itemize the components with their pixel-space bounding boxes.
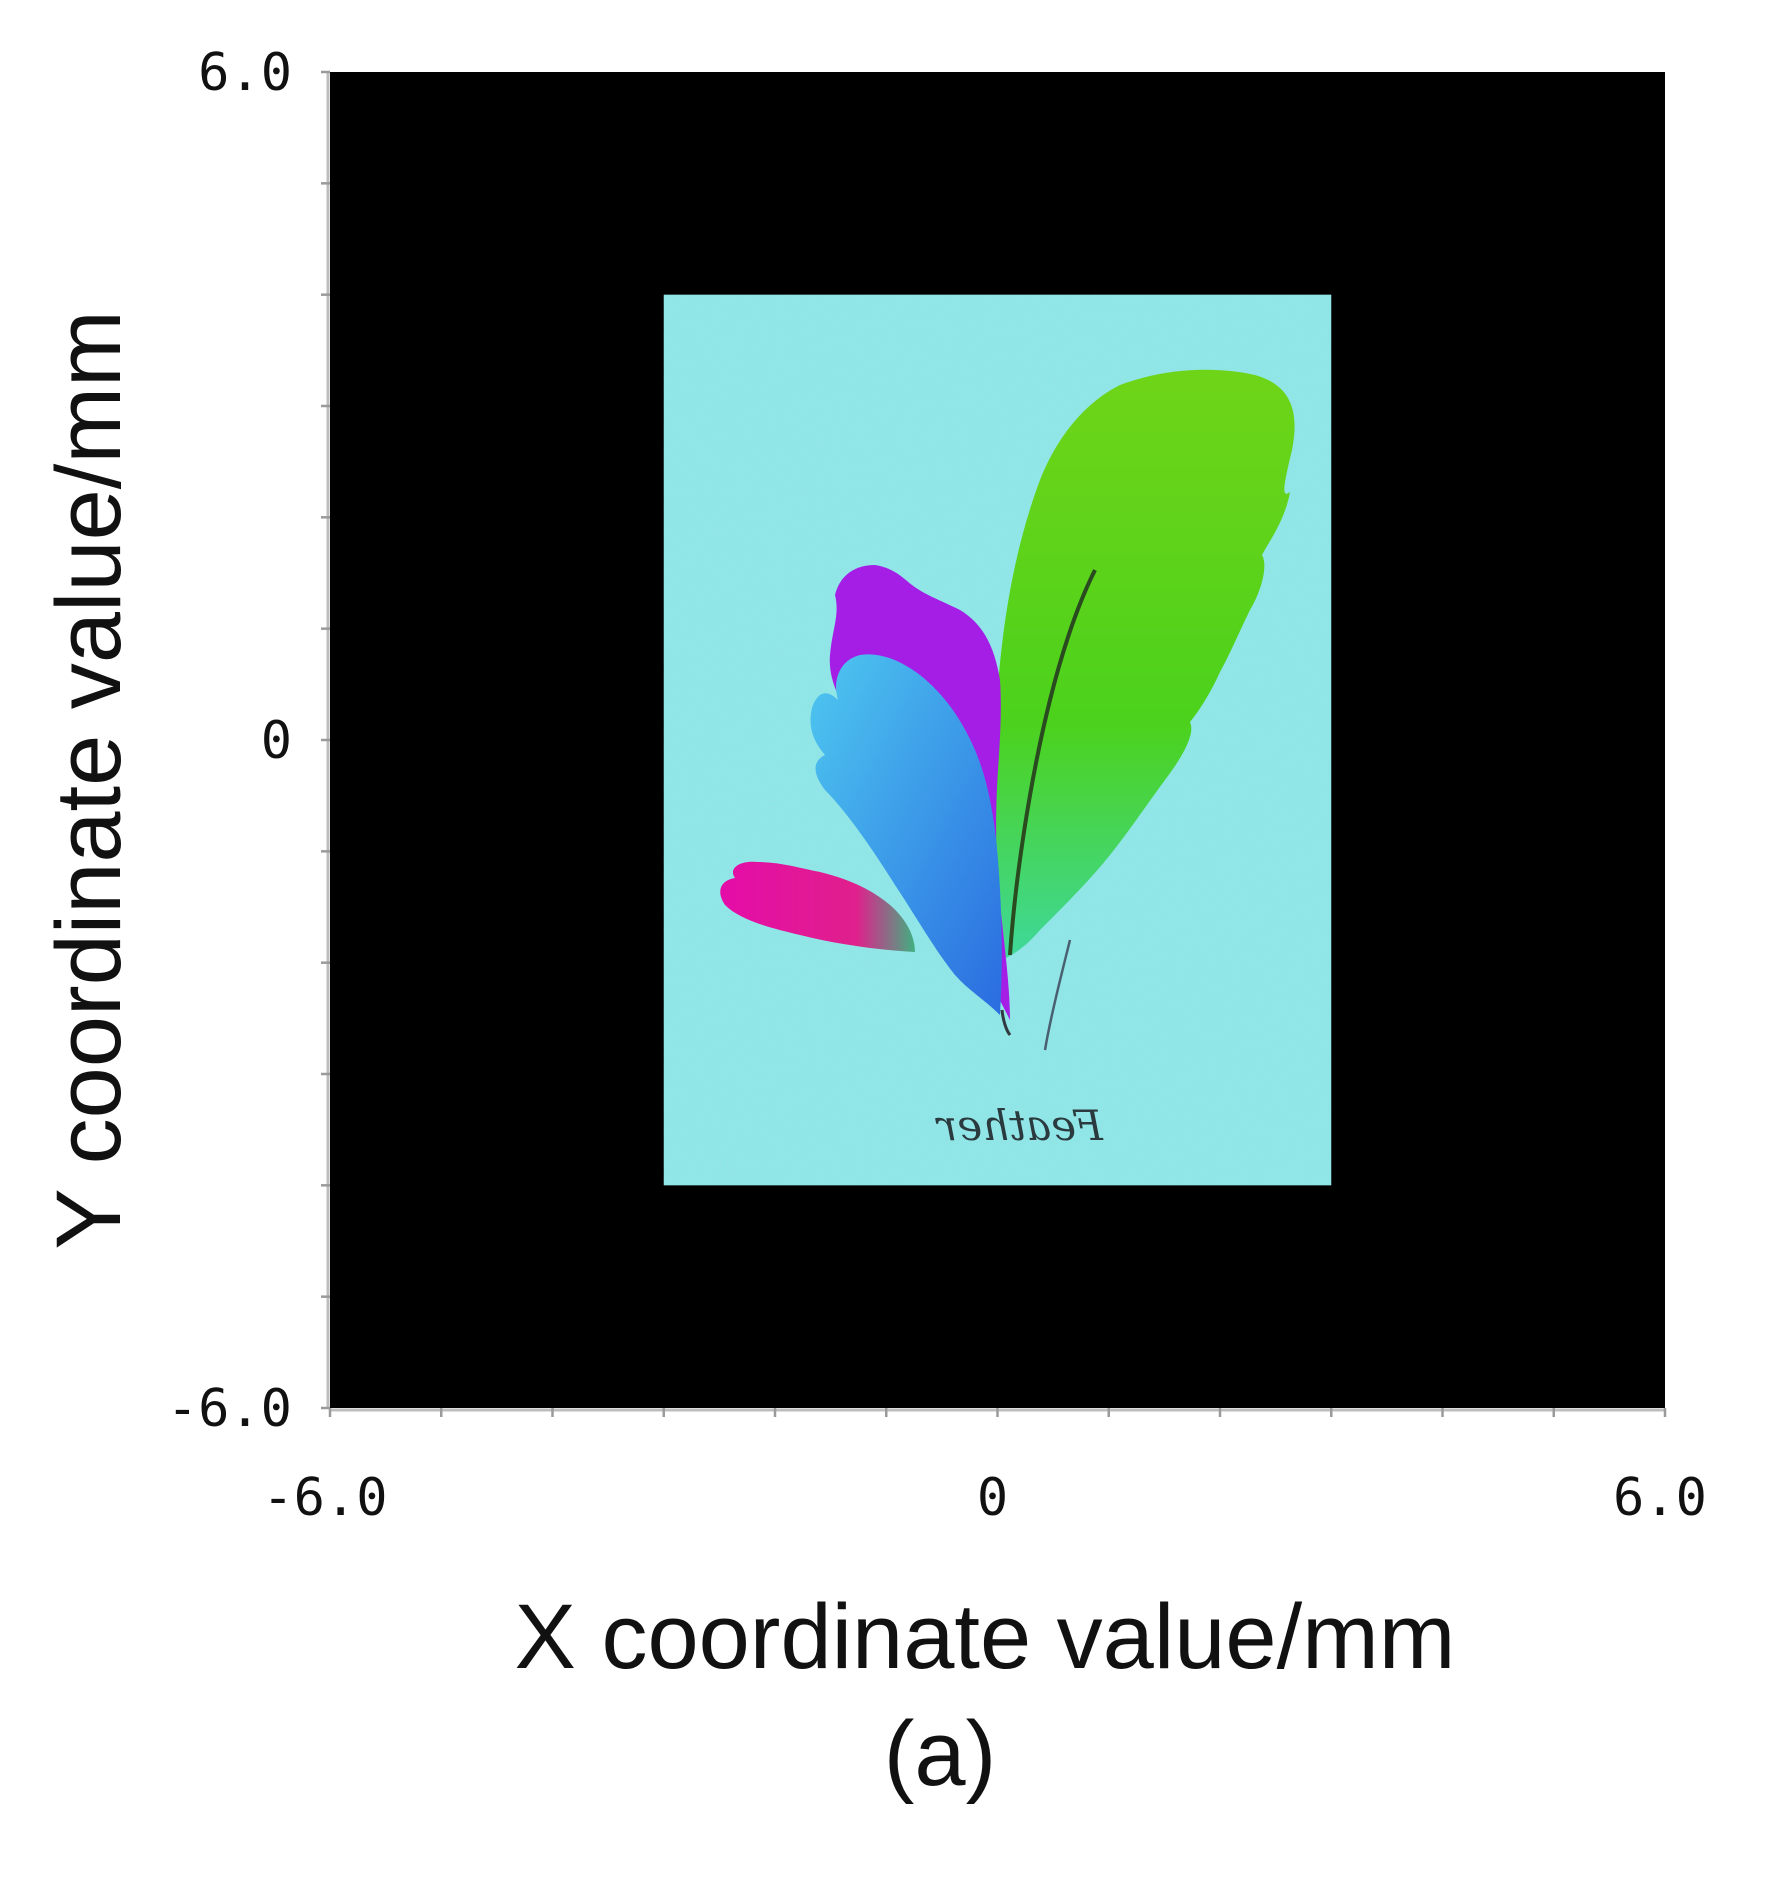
y-tick-label: -6.0 [167,1379,292,1439]
y-tick-label: 6.0 [198,43,292,103]
panel-label: (a) [884,1703,996,1805]
feather-signature: Feather [934,1101,1104,1150]
feather-image: Feather [663,294,1332,1186]
x-tick-label: 6.0 [1613,1468,1707,1528]
y-minor-ticks [321,70,330,1410]
y-tick-label: 0 [261,711,292,771]
x-tick-label: -6.0 [262,1468,387,1528]
feather-stem-shadow [1043,939,1072,1051]
feather-stem [1000,1009,1012,1036]
axes [321,70,1667,1417]
x-minor-ticks [328,1408,1667,1417]
x-tick-label: 0 [977,1468,1008,1528]
green-feather-shaft [1008,569,1097,956]
feathers-group: Feather [720,369,1295,1150]
y-axis-title: Y coordinate value/mm [38,310,140,1249]
y-tick-labels: 6.0 0 -6.0 [167,43,292,1439]
x-tick-labels: -6.0 0 6.0 [262,1468,1707,1528]
green-feather [993,369,1295,959]
magenta-feather [720,861,915,952]
x-axis-title: X coordinate value/mm [515,1586,1456,1688]
blue-feather [810,654,1002,1015]
